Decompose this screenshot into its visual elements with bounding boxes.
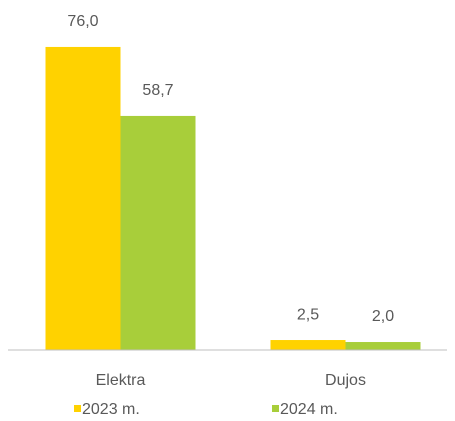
data-label: 58,7	[142, 82, 173, 99]
bar	[270, 340, 346, 350]
legend-swatch	[74, 405, 81, 412]
data-label: 2,5	[297, 306, 319, 323]
bar	[45, 46, 121, 350]
bar	[120, 115, 196, 350]
legend-swatch	[272, 405, 279, 412]
data-label: 76,0	[67, 13, 98, 30]
legend-label: 2024 m.	[280, 401, 338, 418]
bar	[345, 342, 421, 350]
x-tick-label: Elektra	[96, 372, 146, 389]
legend-label: 2023 m.	[82, 401, 140, 418]
x-tick-label: Dujos	[325, 372, 366, 389]
data-label: 2,0	[372, 308, 394, 325]
